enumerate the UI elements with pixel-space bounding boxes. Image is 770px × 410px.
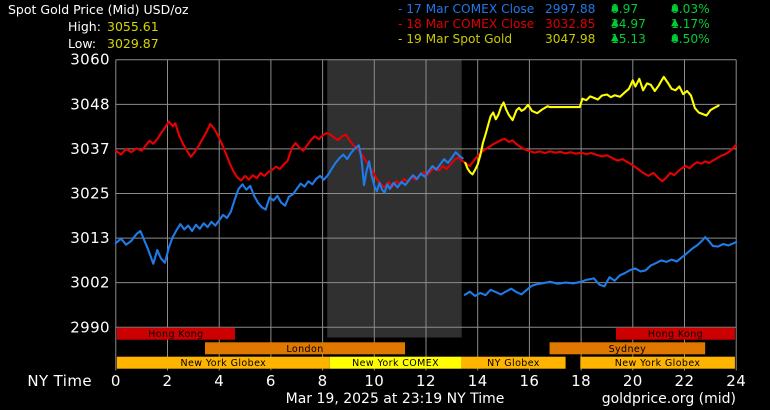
up-arrow-icon: ▲ [671, 32, 679, 43]
up-arrow-icon: ▲ [611, 2, 619, 13]
x-tick-label: 8 [318, 372, 328, 390]
legend-row-19mar-spot: - 19 Mar Spot Gold 3047.98 ▲ 15.13 ▲ 0.50% [398, 32, 710, 46]
x-tick-label: 22 [675, 372, 695, 390]
session-bar [615, 327, 735, 340]
session-bar-label: New York Globex [181, 358, 267, 369]
session-bar-label: NY Globex [487, 358, 540, 369]
session-bar-label: Hong Kong [148, 329, 203, 340]
legend-value: 3032.85 [545, 17, 596, 31]
legend-label: - 19 Mar Spot Gold [398, 32, 513, 46]
x-tick-label: 2 [163, 372, 173, 390]
legend-label: - 17 Mar COMEX Close [398, 2, 535, 16]
session-bar [116, 356, 330, 369]
series-line-17-mar-comex-close [463, 236, 738, 298]
session-bar [116, 327, 235, 340]
x-tick-label: 16 [519, 372, 539, 390]
x-tick-label: 10 [364, 372, 384, 390]
low-value: 3029.87 [107, 36, 159, 51]
session-bar-label: Sydney [609, 344, 647, 355]
legend-value: 3047.98 [545, 32, 596, 46]
page-title: Spot Gold Price (Mid) USD/oz [8, 2, 189, 17]
session-bar [549, 342, 706, 355]
session-bar [329, 356, 462, 369]
y-tick-label: 3037 [70, 140, 110, 158]
x-tick-label: 6 [266, 372, 276, 390]
up-arrow-icon: ▲ [611, 17, 619, 28]
y-tick-label: 3002 [70, 274, 110, 292]
session-bar-label: New York Globex [615, 358, 701, 369]
up-arrow-icon: ▲ [671, 17, 679, 28]
chart-datetime: Mar 19, 2025 at 23:19 NY Time [286, 391, 505, 407]
legend-row-18mar-comex: - 18 Mar COMEX Close 3032.85 ▲ 34.97 ▲ 1.1… [398, 17, 710, 31]
legend-row-17mar-comex: - 17 Mar COMEX Close 2997.88 ▲ 0.97 ▲ 0.03… [398, 2, 710, 16]
high-label: High: [68, 19, 101, 34]
x-tick-label: 0 [111, 372, 121, 390]
session-bar [204, 342, 406, 355]
attribution-link[interactable]: goldprice.org (mid) [602, 391, 736, 407]
x-tick-label: 4 [214, 372, 224, 390]
session-bar [580, 356, 735, 369]
x-tick-label: 24 [726, 372, 746, 390]
x-tick-label: 12 [416, 372, 436, 390]
x-axis-title: NY Time [27, 372, 92, 390]
y-tick-label: 3013 [70, 229, 110, 247]
session-bar-label: London [286, 344, 323, 355]
up-arrow-icon: ▲ [671, 2, 679, 13]
session-bar-label: Hong Kong [648, 329, 703, 340]
series-line-19-mar-spot-gold [464, 75, 720, 176]
comex-session-band [327, 59, 462, 338]
x-tick-label: 18 [571, 372, 591, 390]
y-tick-label: 3048 [70, 95, 110, 113]
x-tick-label: 14 [468, 372, 488, 390]
session-bar-label: New York COMEX [352, 358, 439, 369]
up-arrow-icon: ▲ [611, 32, 619, 43]
y-tick-label: 3025 [70, 185, 110, 203]
legend-label: - 18 Mar COMEX Close [398, 17, 535, 31]
x-tick-label: 20 [623, 372, 643, 390]
series-line-17-mar-comex-close [114, 144, 464, 265]
high-value: 3055.61 [107, 19, 159, 34]
y-tick-label: 3060 [70, 51, 110, 69]
legend-value: 2997.88 [545, 2, 596, 16]
low-label: Low: [68, 36, 97, 51]
session-bar [461, 356, 566, 369]
y-tick-label: 2990 [70, 318, 110, 336]
